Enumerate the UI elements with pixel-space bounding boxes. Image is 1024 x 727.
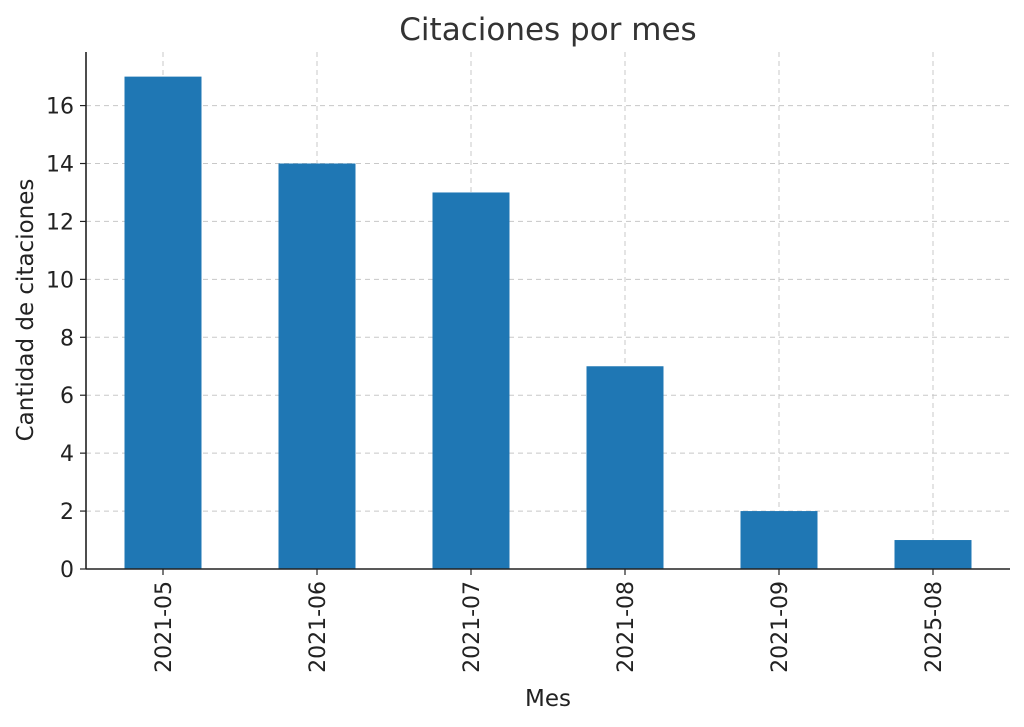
x-tick-label: 2021-08: [614, 581, 639, 673]
x-tick-label: 2021-07: [460, 581, 485, 673]
y-axis-label: Cantidad de citaciones: [13, 179, 39, 442]
bar-2021-08: [586, 366, 664, 569]
y-tick-label: 2: [60, 500, 74, 525]
y-tick-label: 6: [60, 384, 74, 409]
y-tick-label: 0: [60, 558, 74, 583]
x-axis-label: Mes: [525, 686, 571, 712]
bars: [124, 76, 972, 569]
axes: 0 2 4 6 8 10 12 14 16 2021-05 2021-06 2021-07 2021-0…: [46, 52, 1010, 673]
bar-2021-09: [740, 511, 818, 569]
y-tick-label: 8: [60, 326, 74, 351]
chart-title: Citaciones por mes: [399, 12, 696, 48]
x-tick-label: 2021-09: [768, 581, 793, 673]
x-tick-label: 2025-08: [922, 581, 947, 673]
y-tick-label: 10: [46, 268, 74, 293]
bar-2021-07: [432, 192, 510, 569]
y-tick-label: 14: [46, 153, 74, 178]
x-tick-label: 2021-05: [152, 581, 177, 673]
y-tick-label: 16: [46, 95, 74, 120]
y-tick-label: 12: [46, 210, 74, 235]
x-tick-label: 2021-06: [306, 581, 331, 673]
bar-2021-06: [278, 163, 356, 569]
gridlines: [86, 52, 1010, 570]
bar-2025-08: [894, 540, 972, 569]
bar-2021-05: [124, 76, 202, 569]
y-tick-label: 4: [60, 442, 74, 467]
